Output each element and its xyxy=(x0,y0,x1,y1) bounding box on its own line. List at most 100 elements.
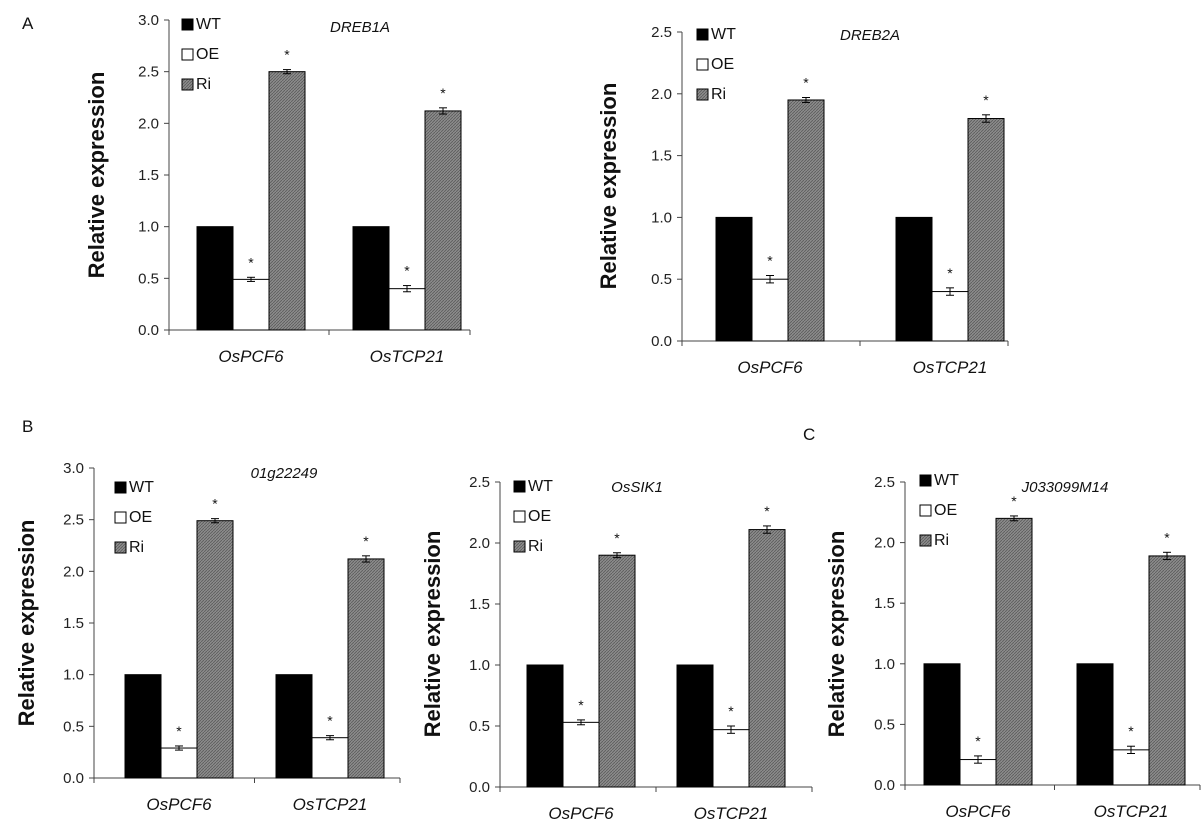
bar-ri xyxy=(1148,555,1186,786)
legend-swatch-oe xyxy=(114,511,127,524)
bar-ri xyxy=(787,99,825,342)
bar-oe xyxy=(1112,749,1150,786)
y-tick-label: 2.5 xyxy=(874,474,895,491)
legend-swatch-wt xyxy=(513,480,526,493)
legend-label: WT xyxy=(711,26,736,43)
bar-ri xyxy=(748,529,786,788)
significance-marker: * xyxy=(578,697,584,713)
chart-title: J033099M14 xyxy=(1021,479,1109,496)
y-tick-label: 2.0 xyxy=(651,86,672,103)
legend-swatch-oe xyxy=(696,58,709,71)
y-tick-label: 3.0 xyxy=(63,460,84,477)
bar-ri xyxy=(196,520,234,779)
x-tick-label: OsTCP21 xyxy=(913,358,988,377)
legend-label: WT xyxy=(196,16,221,33)
panel-label-c: C xyxy=(803,425,816,444)
legend-label: OE xyxy=(129,509,152,526)
significance-marker: * xyxy=(975,733,981,749)
bar-oe xyxy=(931,291,969,342)
y-tick-label: 2.0 xyxy=(138,115,159,132)
legend-swatch-wt xyxy=(181,18,194,31)
y-tick-label: 0.5 xyxy=(651,271,672,288)
significance-marker: * xyxy=(440,85,446,101)
chart-title: DREB2A xyxy=(840,27,900,44)
x-tick-label: OsPCF6 xyxy=(548,804,614,822)
bar-ri xyxy=(347,558,385,779)
y-tick-label: 1.0 xyxy=(138,219,159,236)
y-tick-label: 1.0 xyxy=(63,667,84,684)
legend-label: Ri xyxy=(934,532,949,549)
y-tick-label: 1.5 xyxy=(651,148,672,165)
y-tick-label: 2.0 xyxy=(63,563,84,580)
legend-label: Ri xyxy=(129,539,144,556)
legend-swatch-ri xyxy=(919,534,932,547)
y-tick-label: 0.0 xyxy=(651,333,672,350)
chart-title: DREB1A xyxy=(330,19,390,36)
chart-title: OsSIK1 xyxy=(611,479,663,496)
bar-wt xyxy=(275,674,313,779)
bar-wt xyxy=(124,674,162,779)
y-tick-label: 2.5 xyxy=(138,64,159,81)
y-tick-label: 2.0 xyxy=(874,535,895,552)
bar-oe xyxy=(311,737,349,779)
bar-wt xyxy=(715,216,753,342)
bar-wt xyxy=(676,664,714,788)
legend-swatch-oe xyxy=(513,510,526,523)
y-tick-label: 1.5 xyxy=(874,595,895,612)
y-tick-label: 2.5 xyxy=(469,474,490,491)
legend-swatch-wt xyxy=(919,474,932,487)
panel-label-a: A xyxy=(22,14,34,33)
significance-marker: * xyxy=(764,503,770,519)
significance-marker: * xyxy=(212,496,218,512)
significance-marker: * xyxy=(1011,493,1017,509)
x-tick-label: OsPCF6 xyxy=(146,795,212,814)
legend-swatch-wt xyxy=(114,481,127,494)
x-tick-label: OsPCF6 xyxy=(945,802,1011,821)
legend-swatch-oe xyxy=(919,504,932,517)
chart-title: 01g22249 xyxy=(251,465,318,482)
y-axis-label: Relative expression xyxy=(84,72,109,279)
y-tick-label: 1.0 xyxy=(874,656,895,673)
bar-oe xyxy=(160,747,198,779)
x-tick-label: OsTCP21 xyxy=(370,347,445,366)
legend-label: WT xyxy=(129,479,154,496)
y-tick-label: 0.0 xyxy=(63,770,84,787)
y-axis-label: Relative expression xyxy=(420,531,445,738)
y-tick-label: 1.5 xyxy=(469,596,490,613)
bar-oe xyxy=(388,288,426,331)
bar-ri xyxy=(995,517,1033,786)
y-tick-label: 1.0 xyxy=(469,657,490,674)
legend-swatch-ri xyxy=(696,88,709,101)
legend-label: OE xyxy=(711,56,734,73)
y-tick-label: 1.5 xyxy=(63,615,84,632)
y-tick-label: 2.5 xyxy=(651,24,672,41)
legend-label: Ri xyxy=(196,76,211,93)
y-axis-label: Relative expression xyxy=(14,520,39,727)
y-tick-label: 3.0 xyxy=(138,12,159,29)
legend-label: OE xyxy=(934,502,957,519)
x-tick-label: OsTCP21 xyxy=(293,795,368,814)
legend-swatch-wt xyxy=(696,28,709,41)
significance-marker: * xyxy=(1164,529,1170,545)
legend-swatch-ri xyxy=(114,541,127,554)
legend-label: WT xyxy=(934,472,959,489)
significance-marker: * xyxy=(614,530,620,546)
bar-wt xyxy=(196,226,234,331)
significance-marker: * xyxy=(176,723,182,739)
x-tick-label: OsPCF6 xyxy=(218,347,284,366)
significance-marker: * xyxy=(284,47,290,63)
panel-label-b: B xyxy=(22,417,34,436)
y-tick-label: 0.0 xyxy=(469,779,490,796)
significance-marker: * xyxy=(363,533,369,549)
legend-label: Ri xyxy=(711,86,726,103)
y-tick-label: 0.5 xyxy=(63,718,84,735)
significance-marker: * xyxy=(327,713,333,729)
y-tick-label: 1.0 xyxy=(651,209,672,226)
significance-marker: * xyxy=(767,252,773,268)
bar-wt xyxy=(352,226,390,331)
x-tick-label: OsPCF6 xyxy=(737,358,803,377)
